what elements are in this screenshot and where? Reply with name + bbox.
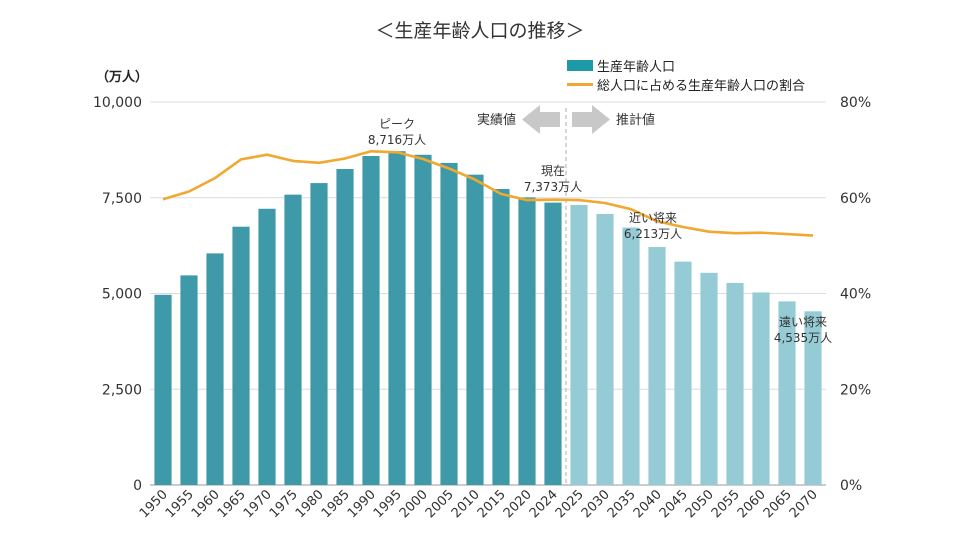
x-tick-label: 2050 xyxy=(683,487,717,521)
bar xyxy=(570,205,588,486)
legend-label-bar: 生産年齢人口 xyxy=(597,60,676,75)
x-tick-label: 2040 xyxy=(631,487,665,521)
bar xyxy=(362,156,380,486)
annotation-line2: 7,373万人 xyxy=(524,180,582,194)
x-tick-label: 2055 xyxy=(709,487,743,521)
x-tick-label: 2024 xyxy=(527,487,561,521)
bar xyxy=(232,226,250,485)
bar xyxy=(206,253,224,485)
bar xyxy=(440,162,458,485)
left-arrow xyxy=(522,105,560,134)
x-tick-label: 1970 xyxy=(241,487,275,521)
annotation-line1: 遠い将来 xyxy=(779,315,827,329)
x-tick-label: 2015 xyxy=(475,487,509,521)
right-arrow xyxy=(572,105,610,134)
annotation-line2: 4,535万人 xyxy=(774,331,832,345)
x-tick-label: 2035 xyxy=(605,487,639,521)
x-tick-label: 2010 xyxy=(449,487,483,521)
y-tick-label: 7,500 xyxy=(102,191,142,207)
ratio-line xyxy=(162,150,814,237)
y-tick-label: 5,000 xyxy=(102,287,142,303)
x-tick-label: 1985 xyxy=(319,487,353,521)
y-axis-unit-label: （万人） xyxy=(96,70,149,85)
bar xyxy=(622,227,640,485)
y2-tick-label: 20% xyxy=(840,382,871,398)
x-tick-label: 1975 xyxy=(267,487,301,521)
bar xyxy=(778,301,796,485)
legend-item-bar: 生産年齢人口 xyxy=(567,56,805,75)
y2-tick-label: 60% xyxy=(840,191,871,207)
bar xyxy=(284,194,302,485)
x-tick-label: 1960 xyxy=(189,487,223,521)
annotation-line2: 8,716万人 xyxy=(368,133,426,147)
x-tick-label: 2030 xyxy=(579,487,613,521)
y-tick-label: 2,500 xyxy=(102,382,142,398)
bar xyxy=(492,189,510,486)
x-tick-label: 2070 xyxy=(787,487,821,521)
chart-title: ＜生産年齢人口の推移＞ xyxy=(375,20,585,42)
x-tick-label: 1965 xyxy=(215,487,249,521)
x-tick-label: 2045 xyxy=(657,487,691,521)
x-tick-label: 2020 xyxy=(501,487,535,521)
bar xyxy=(544,202,562,485)
annotation-line1: 近い将来 xyxy=(629,211,677,225)
actual-label: 実績値 xyxy=(477,112,516,128)
annotation-line1: 現在 xyxy=(541,164,565,178)
bar xyxy=(180,275,198,485)
x-tick-label: 2005 xyxy=(423,487,457,521)
x-tick-label: 2025 xyxy=(553,487,587,521)
legend-swatch-bar xyxy=(567,60,593,71)
estimate-label: 推計値 xyxy=(616,112,655,128)
bar xyxy=(466,174,484,486)
x-tick-label: 1980 xyxy=(293,487,327,521)
bar xyxy=(752,292,770,485)
bar xyxy=(388,151,406,486)
bar xyxy=(518,197,536,485)
legend: 生産年齢人口 総人口に占める生産年齢人口の割合 xyxy=(567,56,805,94)
bar xyxy=(258,208,276,485)
x-tick-label: 1995 xyxy=(371,487,405,521)
y-tick-label: 0 xyxy=(133,478,142,494)
bar xyxy=(154,294,172,485)
bar xyxy=(674,261,692,485)
bar xyxy=(726,282,744,485)
x-tick-label: 2060 xyxy=(735,487,769,521)
bar xyxy=(700,272,718,485)
annotation-line2: 6,213万人 xyxy=(624,227,682,241)
annotation-line1: ピーク xyxy=(379,117,415,131)
legend-swatch-line xyxy=(567,83,593,86)
bar xyxy=(804,311,822,485)
y-tick-label: 10,000 xyxy=(93,95,142,111)
x-tick-label: 2065 xyxy=(761,487,795,521)
y2-tick-label: 40% xyxy=(840,287,871,303)
x-tick-label: 2000 xyxy=(397,487,431,521)
bar xyxy=(648,247,666,485)
bar xyxy=(414,154,432,485)
y2-tick-label: 80% xyxy=(840,95,871,111)
legend-item-line: 総人口に占める生産年齢人口の割合 xyxy=(567,75,805,94)
y2-tick-label: 0% xyxy=(840,478,862,494)
x-tick-label: 1955 xyxy=(163,487,197,521)
legend-label-line: 総人口に占める生産年齢人口の割合 xyxy=(597,79,806,94)
bar xyxy=(336,168,354,485)
bar xyxy=(596,213,614,485)
x-tick-label: 1990 xyxy=(345,487,379,521)
bar xyxy=(310,183,328,485)
